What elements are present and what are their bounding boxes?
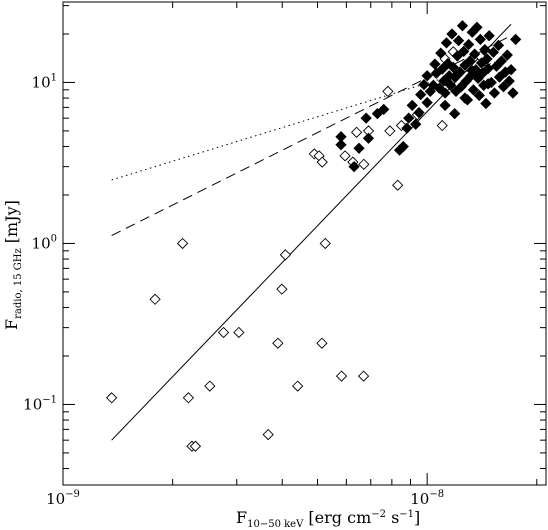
open-diamond-point (262, 428, 274, 441)
filled-diamond-point (463, 38, 475, 51)
open-diamond-point (335, 370, 348, 382)
filled-diamond-point (468, 48, 481, 60)
filled-diamond-point (418, 78, 430, 91)
open-diamond-point (357, 370, 370, 382)
filled-diamond-point (482, 62, 494, 75)
filled-diamond-point (454, 66, 466, 78)
filled-diamond-point (471, 21, 483, 33)
filled-diamond-point (403, 112, 415, 124)
filled-diamond-point (335, 139, 347, 151)
open-diamond-point (189, 440, 202, 452)
filled-diamond-point (505, 64, 517, 76)
filled-diamond-point (483, 30, 495, 42)
filled-diamond-point (446, 28, 458, 40)
filled-diamond-point (501, 49, 513, 61)
open-diamond-point (319, 237, 331, 250)
filled-diamond-point (493, 71, 506, 83)
open-diamond-point (382, 85, 394, 98)
filled-diamond-point (507, 87, 519, 99)
filled-diamond-point (459, 92, 471, 104)
x-tick-label: 10−9 (46, 489, 80, 508)
filled-diamond-point (436, 63, 448, 75)
filled-diamond-point (455, 81, 467, 93)
filled-diamond-point (421, 96, 433, 109)
x-tick-label: 10−8 (410, 489, 444, 508)
open-diamond-point (384, 125, 396, 137)
open-diamond-point (316, 337, 328, 349)
y-tick-label: 10−1 (23, 394, 57, 413)
y-tick-label: 100 (32, 233, 57, 252)
filled-diamond-point (440, 37, 453, 49)
open-diamond-point (182, 392, 195, 404)
filled-diamond-point (406, 99, 418, 112)
y-axis-label: Fradio, 15 GHz [mJy] (2, 200, 24, 330)
open-diamond-point (436, 119, 448, 132)
filled-diamond-point (458, 45, 470, 57)
open-diamond-point (217, 326, 230, 339)
y-tick-label: 101 (32, 72, 57, 91)
filled-diamond-point (492, 39, 505, 51)
filled-diamond-point (488, 87, 501, 99)
open-diamond-point (392, 179, 404, 191)
axis-ticks (62, 2, 546, 485)
filled-diamond-point (348, 160, 360, 173)
filled-diamond-point (443, 78, 455, 90)
filled-diamond-point (482, 78, 494, 90)
filled-diamond-point (410, 118, 422, 130)
filled-diamond-point (415, 89, 427, 101)
filled-diamond-point (510, 33, 522, 46)
open-diamond-point (176, 237, 189, 250)
filled-diamond-point (439, 87, 451, 99)
filled-diamond-point (480, 97, 492, 110)
open-diamond-point (233, 326, 245, 339)
filled-diamond-point (378, 103, 390, 116)
filled-diamond-point (435, 47, 447, 59)
open-diamond-point (350, 126, 363, 138)
filled-diamond-point (474, 33, 487, 46)
open-diamond-point (276, 283, 288, 295)
filled-diamond-point (495, 55, 508, 67)
data-points (105, 20, 522, 452)
open-diamond-point (292, 380, 304, 392)
filled-diamond-point (467, 84, 480, 96)
filled-diamond-point (397, 140, 409, 153)
open-diamond-point (339, 150, 351, 162)
open-diamond-point (272, 337, 284, 349)
filled-diamond-point (413, 106, 425, 119)
tick-labels: 10−9 10−8 10−1 100 101 (23, 72, 444, 508)
filled-diamond-point (466, 65, 478, 77)
filled-diamond-point (503, 75, 515, 87)
open-diamond-point (316, 156, 328, 168)
filled-diamond-point (473, 89, 485, 102)
open-diamond-point (279, 249, 292, 261)
filled-diamond-point (353, 142, 365, 154)
filled-diamond-point (401, 122, 413, 134)
filled-diamond-point (439, 99, 451, 112)
filled-diamond-point (479, 43, 491, 56)
open-diamond-point (358, 158, 370, 170)
filled-diamond-point (449, 108, 461, 120)
filled-diamond-point (456, 20, 469, 32)
filled-diamond-point (429, 58, 441, 70)
filled-diamond-point (362, 132, 375, 144)
filled-diamond-point (464, 55, 476, 67)
filled-diamond-point (481, 53, 493, 65)
open-diamond-point (204, 380, 216, 392)
open-diamond-point (149, 293, 161, 305)
open-diamond-point (105, 392, 118, 404)
filled-diamond-point (447, 61, 459, 74)
filled-diamond-point (497, 81, 510, 93)
filled-diamond-point (487, 46, 500, 58)
filled-diamond-point (421, 70, 433, 82)
filled-diamond-point (451, 50, 463, 62)
filled-diamond-point (360, 112, 372, 124)
x-axis-label: F10−50 keV [erg cm−2 s−1] (236, 508, 420, 530)
filled-diamond-point (452, 34, 465, 47)
